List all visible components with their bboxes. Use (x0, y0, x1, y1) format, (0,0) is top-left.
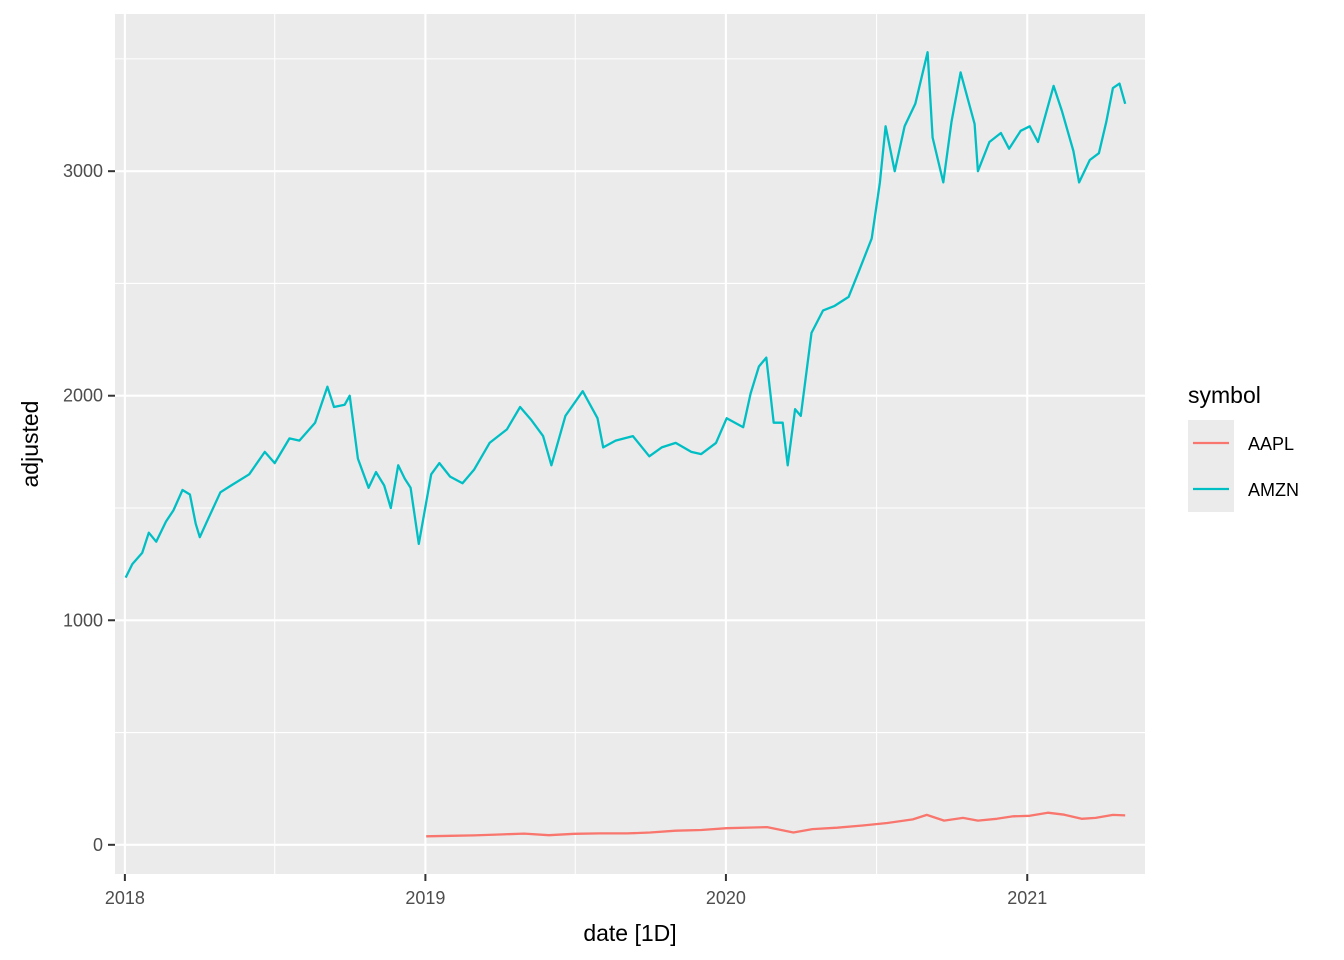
grid-minor-x (274, 14, 1178, 874)
legend-title: symbol (1188, 382, 1261, 408)
y-tick-label: 3000 (63, 161, 103, 181)
legend: symbol AAPL AMZN (1188, 382, 1299, 512)
grid-minor-y (115, 58, 1145, 734)
legend-label-amzn: AMZN (1248, 480, 1299, 500)
y-tick-label: 1000 (63, 610, 103, 630)
x-tick-label: 2020 (706, 888, 746, 908)
y-tick-label: 2000 (63, 386, 103, 406)
series-line-amzn (124, 51, 1127, 579)
series-layer (124, 51, 1127, 838)
y-tick-label: 0 (93, 835, 103, 855)
x-tick-label: 2021 (1007, 888, 1047, 908)
plot-panel (115, 14, 1145, 874)
x-tick-label: 2018 (105, 888, 145, 908)
grid-major-y (115, 170, 1145, 846)
y-axis-title: adjusted (17, 401, 43, 488)
legend-label-aapl: AAPL (1248, 434, 1294, 454)
y-axis: 0 1000 2000 3000 (63, 161, 115, 855)
series-line-aapl (426, 811, 1126, 838)
x-axis-title: date [1D] (583, 920, 676, 946)
grid-major-x (123, 14, 1029, 874)
x-axis: 2018 2019 2020 2021 (105, 874, 1047, 908)
x-tick-label: 2019 (405, 888, 445, 908)
